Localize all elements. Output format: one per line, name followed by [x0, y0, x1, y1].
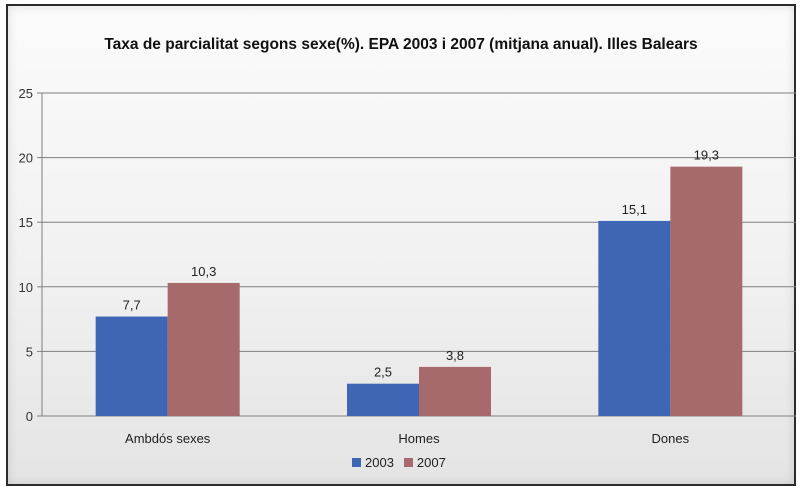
data-label: 10,3	[191, 264, 216, 279]
legend-swatch-2003	[352, 458, 361, 467]
chart-title: Taxa de parcialitat segons sexe(%). EPA …	[104, 36, 698, 53]
bar-2003	[95, 316, 168, 416]
y-tick-label: 5	[26, 344, 33, 359]
y-tick-label: 20	[19, 151, 33, 166]
x-tick-label: Dones	[652, 431, 690, 446]
data-label: 15,1	[622, 202, 647, 217]
legend-swatch-2007	[403, 458, 413, 467]
y-tick-label: 10	[19, 280, 33, 295]
legend-label-2007: 2007	[416, 455, 446, 470]
data-label: 3,8	[446, 348, 464, 363]
data-label: 7,7	[123, 298, 141, 313]
data-label: 19,3	[694, 148, 719, 163]
legend-label-2003: 2003	[365, 455, 394, 470]
x-tick-label: Ambdós sexes	[125, 431, 211, 446]
bar-2003	[598, 220, 671, 416]
y-tick-label: 15	[19, 215, 33, 230]
bar-2007	[419, 366, 491, 416]
legend-item-2003: 2003	[352, 455, 394, 470]
y-tick-label: 25	[19, 86, 33, 101]
data-label: 2,5	[374, 365, 392, 380]
y-tick-label: 0	[26, 409, 33, 424]
bar-2007	[670, 166, 743, 416]
x-tick-label: Homes	[398, 431, 440, 446]
legend: 2003 2007	[352, 455, 446, 470]
legend-item-2007: 2007	[403, 455, 446, 470]
bar-2003	[347, 383, 419, 416]
bar-2007	[167, 282, 240, 416]
